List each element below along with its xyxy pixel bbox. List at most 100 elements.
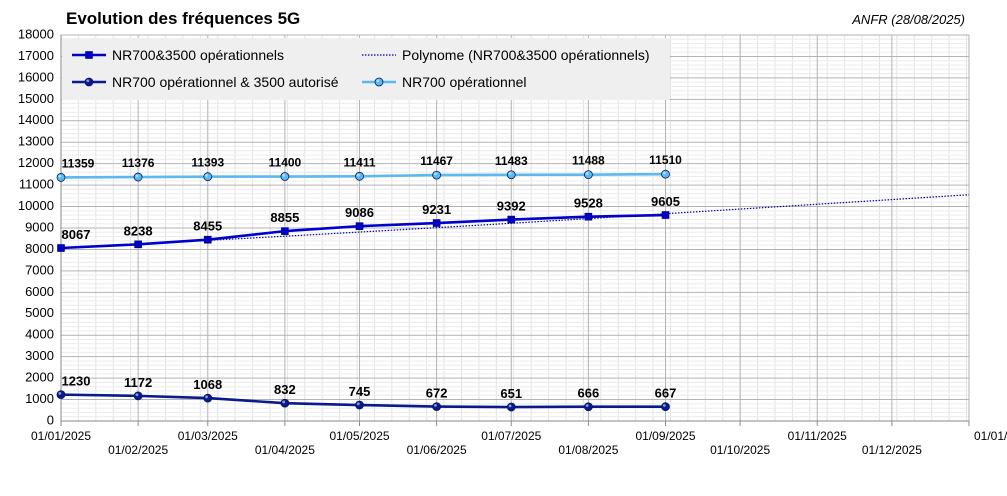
data-point-s1-6-highlight <box>508 404 512 408</box>
y-tick-label: 12000 <box>18 155 54 170</box>
y-tick-label: 18000 <box>18 26 54 41</box>
data-label-s2: 11483 <box>495 154 528 168</box>
data-label-s0: 8067 <box>62 227 91 242</box>
data-point-s0-4 <box>355 222 364 230</box>
legend-swatch-marker-3 <box>374 77 384 87</box>
x-tick-label: 01/03/2025 <box>178 429 238 443</box>
data-point-s2-8-highlight <box>662 171 666 175</box>
x-tick-label: 01/12/2025 <box>862 443 922 457</box>
data-point-s2-6 <box>506 170 516 180</box>
data-point-s1-2-highlight <box>205 395 208 399</box>
data-point-s0-1 <box>134 240 142 249</box>
data-point-s1-8 <box>661 402 670 412</box>
x-tick-label: 01/06/2025 <box>407 443 467 457</box>
data-point-s0-0 <box>57 244 65 252</box>
legend-swatch-marker-2-highlight <box>86 79 90 83</box>
data-point-s1-3 <box>280 398 290 408</box>
legend-swatch-marker-3-highlight <box>376 79 380 83</box>
y-tick-label: 5000 <box>25 305 54 320</box>
data-point-s2-7-highlight <box>585 172 589 175</box>
data-label-s1: 1068 <box>193 377 222 392</box>
data-label-s0: 8455 <box>193 219 222 234</box>
data-point-s2-5 <box>432 170 442 180</box>
data-point-s2-2 <box>203 172 213 182</box>
data-labels: 8067 8238 8455 8855 9086 9231 9392 9528 9605 1230… <box>62 153 683 401</box>
data-point-s2-1-highlight <box>135 174 139 178</box>
data-point-s1-8-highlight <box>662 404 666 407</box>
data-label-s1: 1172 <box>124 375 152 390</box>
data-point-s0-3 <box>281 227 289 235</box>
data-label-s1: 667 <box>655 386 677 401</box>
data-point-s2-6-highlight <box>508 172 512 175</box>
data-point-s2-5-highlight <box>434 172 437 176</box>
data-label-s1: 1230 <box>62 374 91 389</box>
data-label-s0: 9086 <box>345 205 374 220</box>
legend-label-0: NR700&3500 opérationnels <box>112 47 284 63</box>
data-point-s1-5-highlight <box>434 403 437 407</box>
data-point-s1-5 <box>432 402 442 411</box>
data-point-s0-2 <box>203 235 212 244</box>
y-tick-label: 14000 <box>18 112 54 127</box>
data-point-s1-7-highlight <box>585 404 589 407</box>
data-label-s1: 672 <box>426 386 448 401</box>
data-point-s1-1 <box>133 391 143 401</box>
data-point-s1-0-highlight <box>58 392 62 395</box>
data-point-s1-2 <box>203 393 213 403</box>
data-label-s2: 11488 <box>572 154 605 168</box>
data-point-s2-2-highlight <box>205 174 208 177</box>
x-tick-label: 01/01/2025 <box>31 429 91 443</box>
data-point-s0-6 <box>507 215 516 224</box>
data-point-s1-4 <box>355 400 364 410</box>
legend: NR700&3500 opérationnels Polynome (NR700&… <box>62 38 670 100</box>
y-tick-label: 13000 <box>18 134 54 149</box>
y-tick-label: 9000 <box>25 219 54 234</box>
data-label-s1: 745 <box>349 384 371 399</box>
legend-box <box>62 38 670 100</box>
data-label-s1: 666 <box>578 386 600 401</box>
x-tick-label: 01/09/2025 <box>635 429 695 443</box>
data-point-s2-4-highlight <box>356 173 360 177</box>
data-label-s2: 11510 <box>649 153 682 167</box>
data-point-s2-0-highlight <box>58 174 62 178</box>
data-label-s0: 8238 <box>124 223 153 238</box>
x-tick-label: 01/05/2025 <box>329 429 389 443</box>
axes: 0 1000 2000 3000 4000 5000 6000 7000 8000 9000 100… <box>18 26 1007 457</box>
y-tick-label: 7000 <box>25 262 54 277</box>
y-tick-label: 6000 <box>25 284 54 299</box>
data-label-s2: 11411 <box>343 155 375 169</box>
data-label-s0: 9605 <box>651 194 680 209</box>
y-tick-label: 16000 <box>18 69 54 84</box>
data-point-s0-5 <box>432 219 441 227</box>
data-label-s0: 8855 <box>270 210 299 225</box>
source-note: ANFR (28/08/2025) <box>852 12 965 27</box>
data-label-s2: 11376 <box>122 156 155 170</box>
y-tick-label: 8000 <box>25 241 54 256</box>
x-tick-label: 01/07/2025 <box>481 429 541 443</box>
data-point-s2-3-highlight <box>282 173 286 177</box>
data-label-s1: 832 <box>274 382 296 397</box>
x-tick-label: 01/11/2025 <box>788 429 847 443</box>
data-label-s2: 11359 <box>62 156 95 170</box>
data-point-s2-1 <box>133 172 143 182</box>
data-point-s0-8 <box>661 211 670 219</box>
data-point-s1-3-highlight <box>282 400 286 404</box>
data-point-s2-4 <box>355 171 364 181</box>
data-point-s1-6 <box>506 402 516 412</box>
data-label-s2: 11393 <box>191 156 224 170</box>
data-point-s1-7 <box>583 402 593 412</box>
data-point-s1-4-highlight <box>356 402 360 406</box>
data-point-s2-8 <box>661 169 670 179</box>
x-tick-label: 01/04/2025 <box>255 443 315 457</box>
data-point-s0-7 <box>584 212 593 221</box>
y-tick-label: 10000 <box>18 198 54 213</box>
data-label-s0: 9528 <box>574 196 603 211</box>
data-point-s2-3 <box>280 172 290 181</box>
legend-label-3: NR700 opérationnel <box>402 74 527 90</box>
y-tick-label: 0 <box>47 412 54 427</box>
y-tick-label: 15000 <box>18 91 54 106</box>
legend-swatch-marker-2 <box>84 77 94 87</box>
y-tick-label: 1000 <box>25 391 54 406</box>
series-layer <box>56 169 670 412</box>
y-tick-label: 17000 <box>18 48 54 63</box>
